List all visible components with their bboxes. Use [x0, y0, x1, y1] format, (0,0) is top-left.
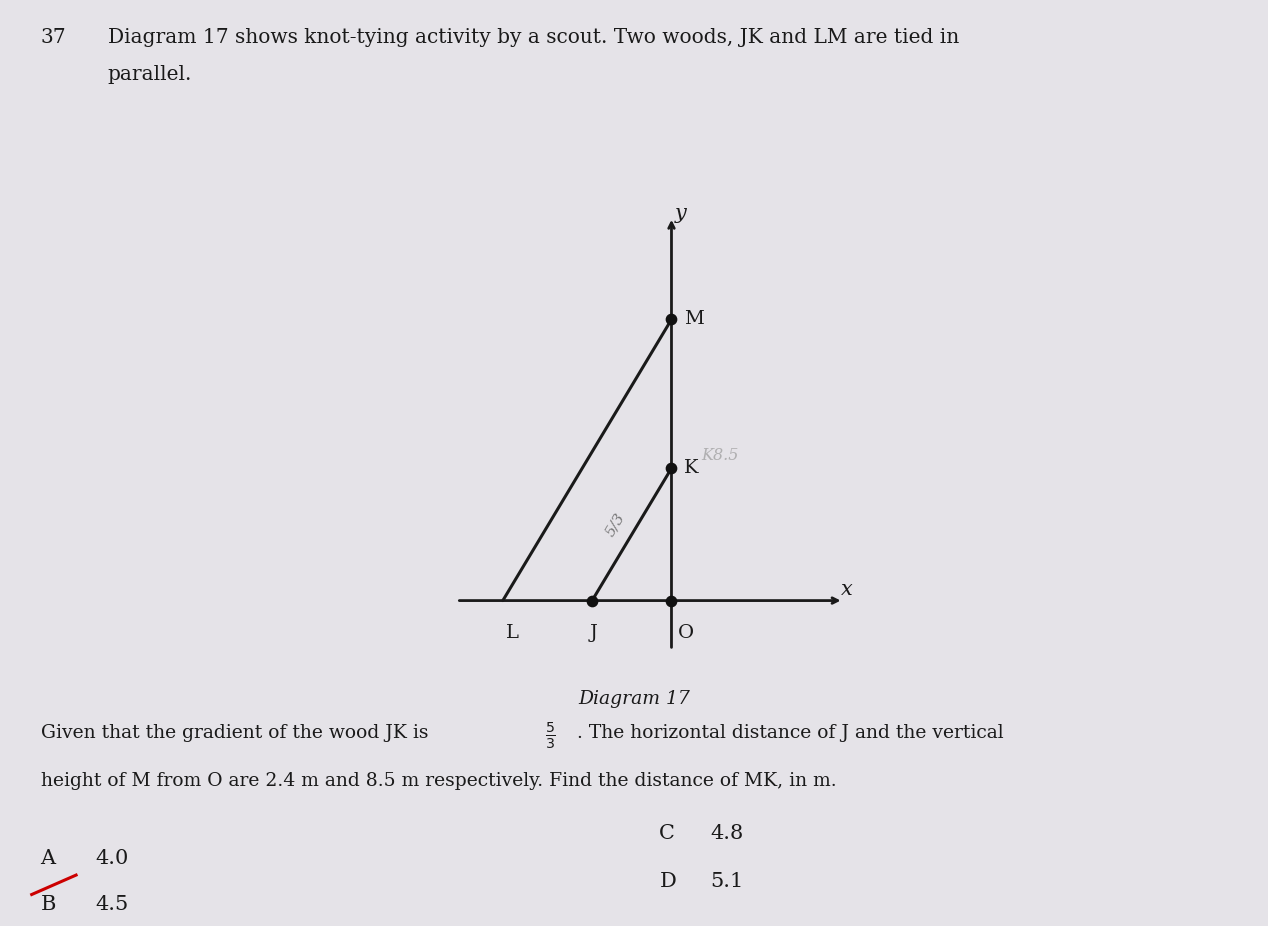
Text: . The horizontal distance of J and the vertical: . The horizontal distance of J and the v… — [577, 724, 1003, 742]
Text: 4.5: 4.5 — [95, 895, 128, 915]
Text: 5/3: 5/3 — [602, 510, 628, 539]
Text: $\frac{5}{3}$: $\frac{5}{3}$ — [545, 720, 557, 751]
Text: A: A — [41, 849, 56, 869]
Text: 37: 37 — [41, 28, 66, 47]
Text: parallel.: parallel. — [108, 65, 193, 84]
Text: y: y — [675, 204, 686, 223]
Text: Diagram 17: Diagram 17 — [578, 690, 690, 707]
Point — [662, 312, 682, 327]
Text: Given that the gradient of the wood JK is: Given that the gradient of the wood JK i… — [41, 724, 434, 742]
Text: K: K — [683, 459, 699, 477]
Point — [582, 594, 602, 608]
Text: height of M from O are 2.4 m and 8.5 m respectively. Find the distance of MK, in: height of M from O are 2.4 m and 8.5 m r… — [41, 772, 836, 790]
Text: 4.0: 4.0 — [95, 849, 128, 869]
Text: Diagram 17 shows knot-tying activity by a scout. Two woods, JK and LM are tied i: Diagram 17 shows knot-tying activity by … — [108, 28, 959, 47]
Point — [662, 461, 682, 476]
Text: B: B — [41, 895, 56, 915]
Text: O: O — [678, 624, 695, 642]
Text: D: D — [659, 872, 676, 892]
Text: L: L — [506, 624, 519, 642]
Point — [662, 594, 682, 608]
Text: x: x — [841, 580, 852, 598]
Text: K8.5: K8.5 — [701, 446, 739, 464]
Text: C: C — [659, 824, 676, 844]
Text: J: J — [590, 624, 597, 642]
Text: 5.1: 5.1 — [710, 872, 743, 892]
Text: 4.8: 4.8 — [710, 824, 743, 844]
Text: M: M — [683, 310, 704, 329]
